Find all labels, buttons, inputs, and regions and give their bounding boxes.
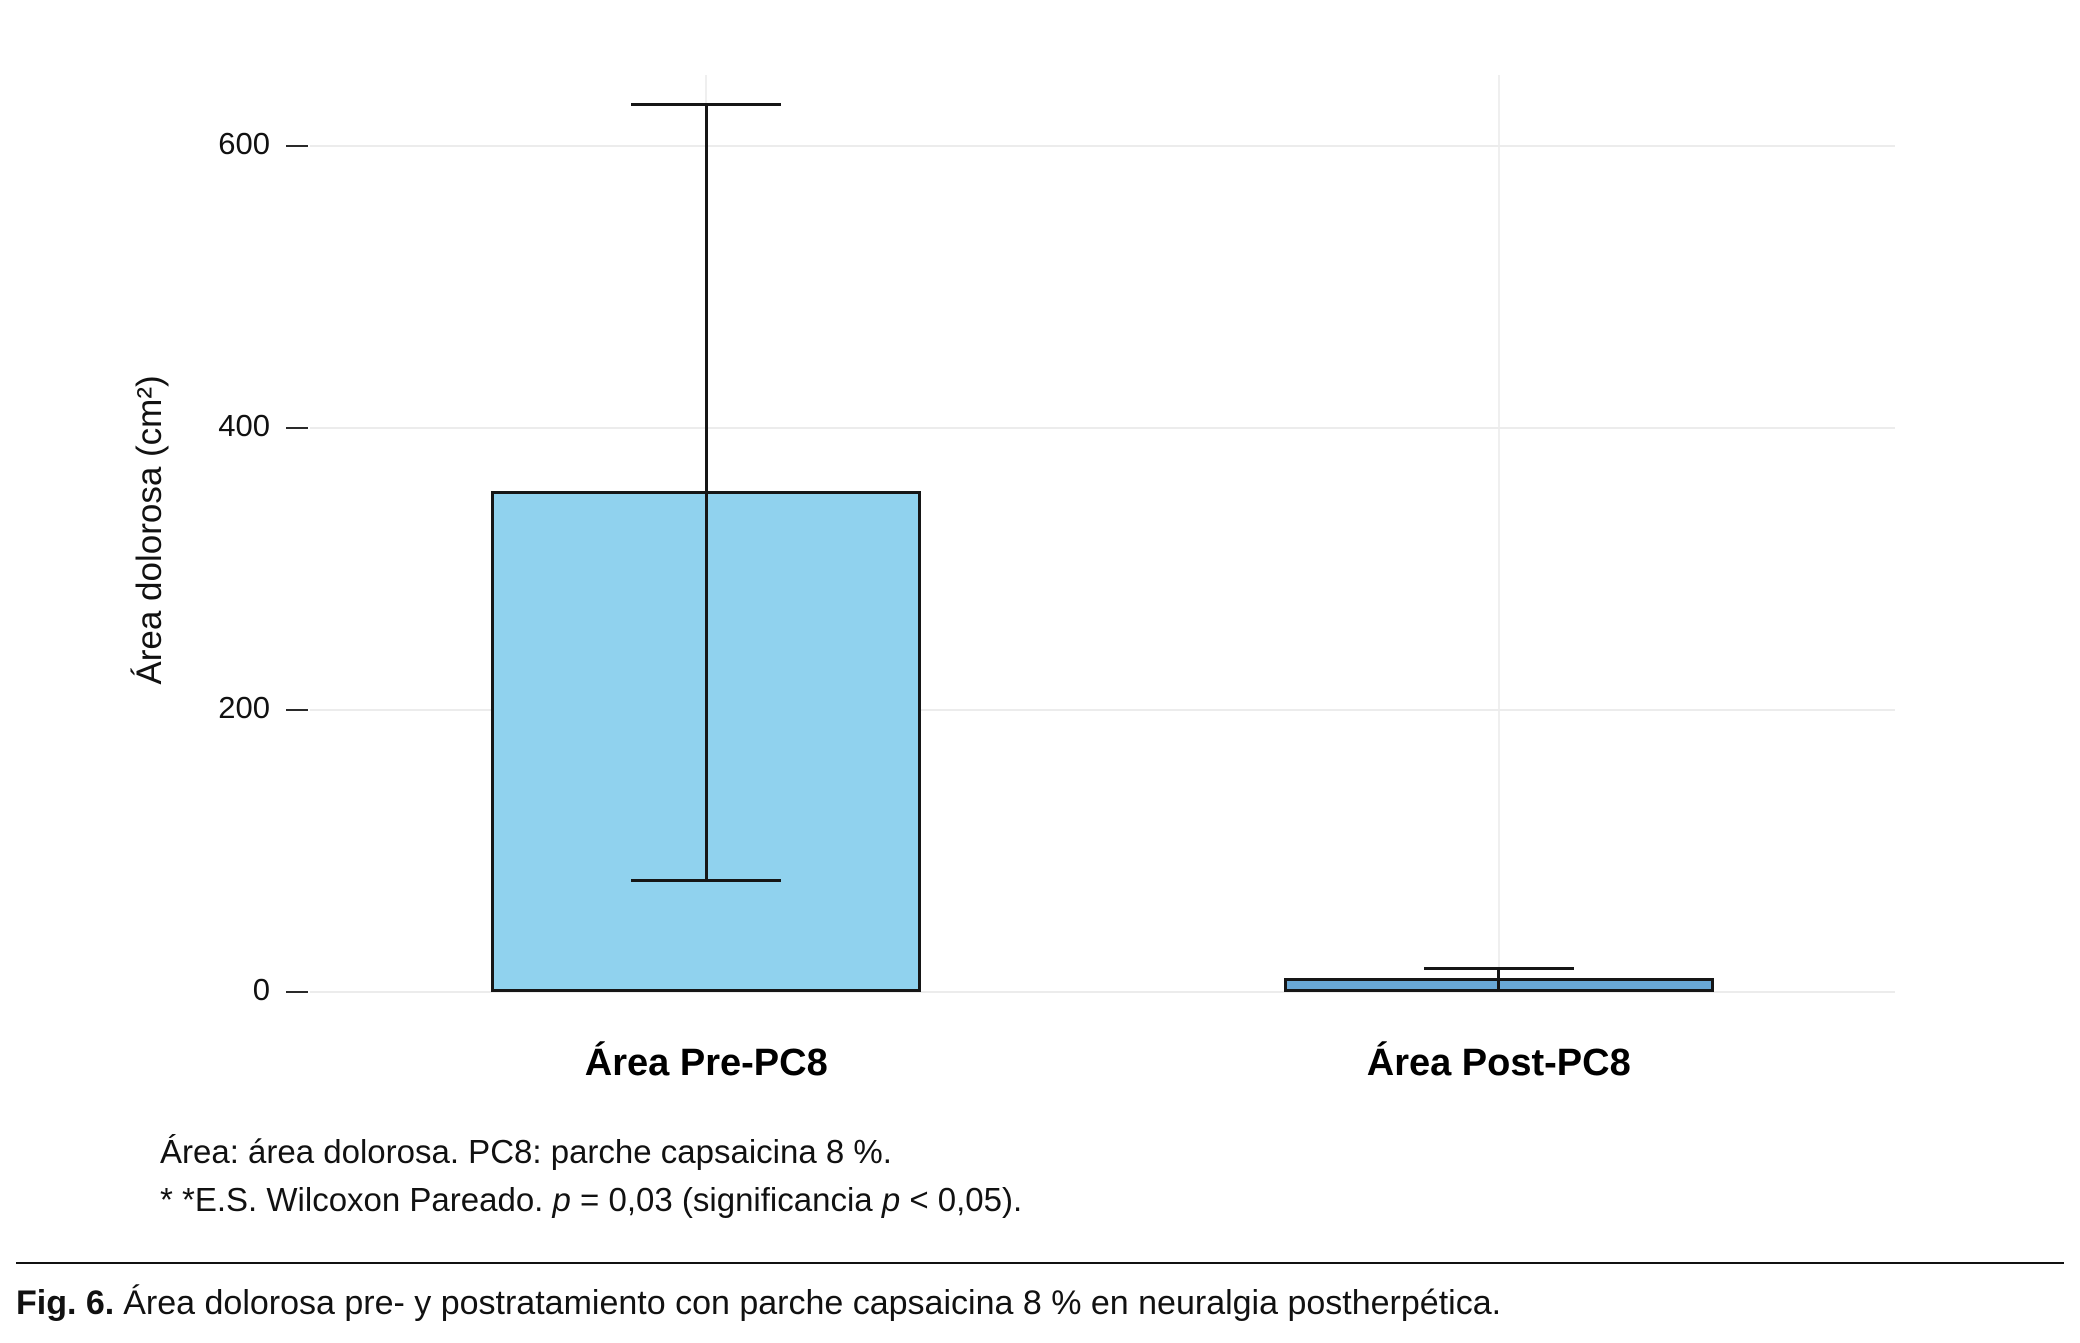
note2-p-italic-2: p [881,1180,901,1218]
y-tick-mark [286,991,308,993]
horizontal-gridline [310,426,1895,429]
note2-p-italic: p [552,1180,571,1218]
error-bar-cap-bottom-1 [631,879,782,883]
y-tick-label: 600 [218,125,270,161]
note-line-1: Área: área dolorosa. PC8: parche capsaic… [160,1133,892,1170]
y-tick-label: 200 [218,689,270,725]
note2-seg-c: = 0,03 (significancia [570,1180,882,1218]
category-label-1: Área Pre-PC8 [584,1042,828,1084]
caption-label: Fig. 6. [16,1284,115,1322]
note2-seg-a: * *E.S. Wilcoxon Pareado. [160,1180,553,1218]
figure-notes: Área: área dolorosa. PC8: parche capsaic… [160,1128,1022,1224]
y-tick-mark [286,144,308,147]
y-tick-mark [286,708,308,711]
error-bar-cap-top-1 [631,103,782,107]
bar-chart: Área dolorosa (cm²) 0 200 400 600 Área Pre-P… [130,75,1895,1084]
y-tick-label: 400 [218,407,270,443]
figure-caption: Fig. 6. Área dolorosa pre- y postratamien… [16,1284,1501,1323]
error-bar-cap-bottom-2 [1423,989,1574,993]
error-bar-line-2 [1497,966,1501,990]
note-line-2: * *E.S. Wilcoxon Pareado. p = 0,03 (sign… [160,1176,1022,1224]
caption-text: Área dolorosa pre- y postratamiento con … [123,1284,1502,1322]
vertical-gridline [1497,75,1500,992]
y-tick-mark [286,426,308,429]
error-bar-cap-top-2 [1423,966,1574,970]
horizontal-gridline [310,144,1895,147]
category-label-2: Área Post-PC8 [1366,1042,1631,1084]
y-tick-label: 0 [252,972,270,1007]
error-bar-line-1 [704,103,708,880]
horizontal-gridline [310,708,1895,711]
caption-divider [16,1262,2064,1264]
horizontal-gridline [310,991,1895,993]
note2-seg-e: < 0,05). [900,1180,1023,1218]
